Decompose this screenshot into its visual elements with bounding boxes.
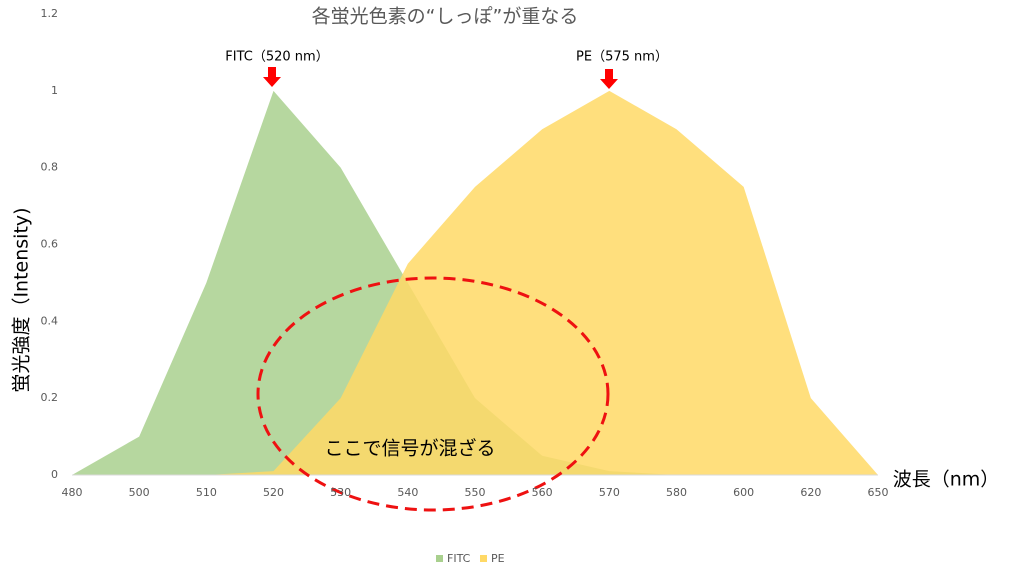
- plot-area: [72, 90, 878, 476]
- legend-label: PE: [491, 552, 505, 565]
- arrow: [263, 67, 281, 87]
- y-tick-label: 1.2: [41, 7, 59, 20]
- x-tick-label: 570: [599, 486, 620, 499]
- arrow: [600, 69, 618, 89]
- x-tick-label: 550: [465, 486, 486, 499]
- chart-title: 各蛍光色素の“しっぽ”が重なる: [312, 6, 579, 28]
- legend-swatch: [480, 555, 487, 562]
- x-tick-label: 530: [330, 486, 351, 499]
- highlight-ellipse: [256, 276, 610, 512]
- y-tick-label: 0.6: [41, 238, 59, 251]
- annotation: ここで信号が混ざる: [324, 437, 495, 460]
- x-axis-label: 波長（nm）: [893, 469, 1000, 491]
- y-tick-label: 0.2: [41, 391, 59, 404]
- x-tick-label: 510: [196, 486, 217, 499]
- y-tick-label: 0.4: [41, 314, 59, 327]
- area: [72, 90, 878, 475]
- x-tick-label: 620: [800, 486, 821, 499]
- x-tick-label: 540: [397, 486, 418, 499]
- y-tick-label: 1: [51, 84, 58, 97]
- x-tick-label: 520: [263, 486, 284, 499]
- legend-label: FITC: [447, 552, 471, 565]
- annotation: FITC（520 nm）: [225, 50, 328, 65]
- x-tick-label: 500: [129, 486, 150, 499]
- x-tick-label: 560: [532, 486, 553, 499]
- x-tick-label: 580: [666, 486, 687, 499]
- annotation: PE（575 nm）: [576, 50, 668, 65]
- x-tick-label: 480: [62, 486, 83, 499]
- legend-swatch: [436, 555, 443, 562]
- x-tick-label: 600: [733, 486, 754, 499]
- area: [72, 90, 878, 475]
- x-tick-label: 650: [868, 486, 889, 499]
- y-axis-label: 蛍光強度（Intensity): [11, 207, 33, 392]
- y-tick-label: 0.8: [41, 161, 59, 174]
- y-tick-label: 0: [51, 468, 58, 481]
